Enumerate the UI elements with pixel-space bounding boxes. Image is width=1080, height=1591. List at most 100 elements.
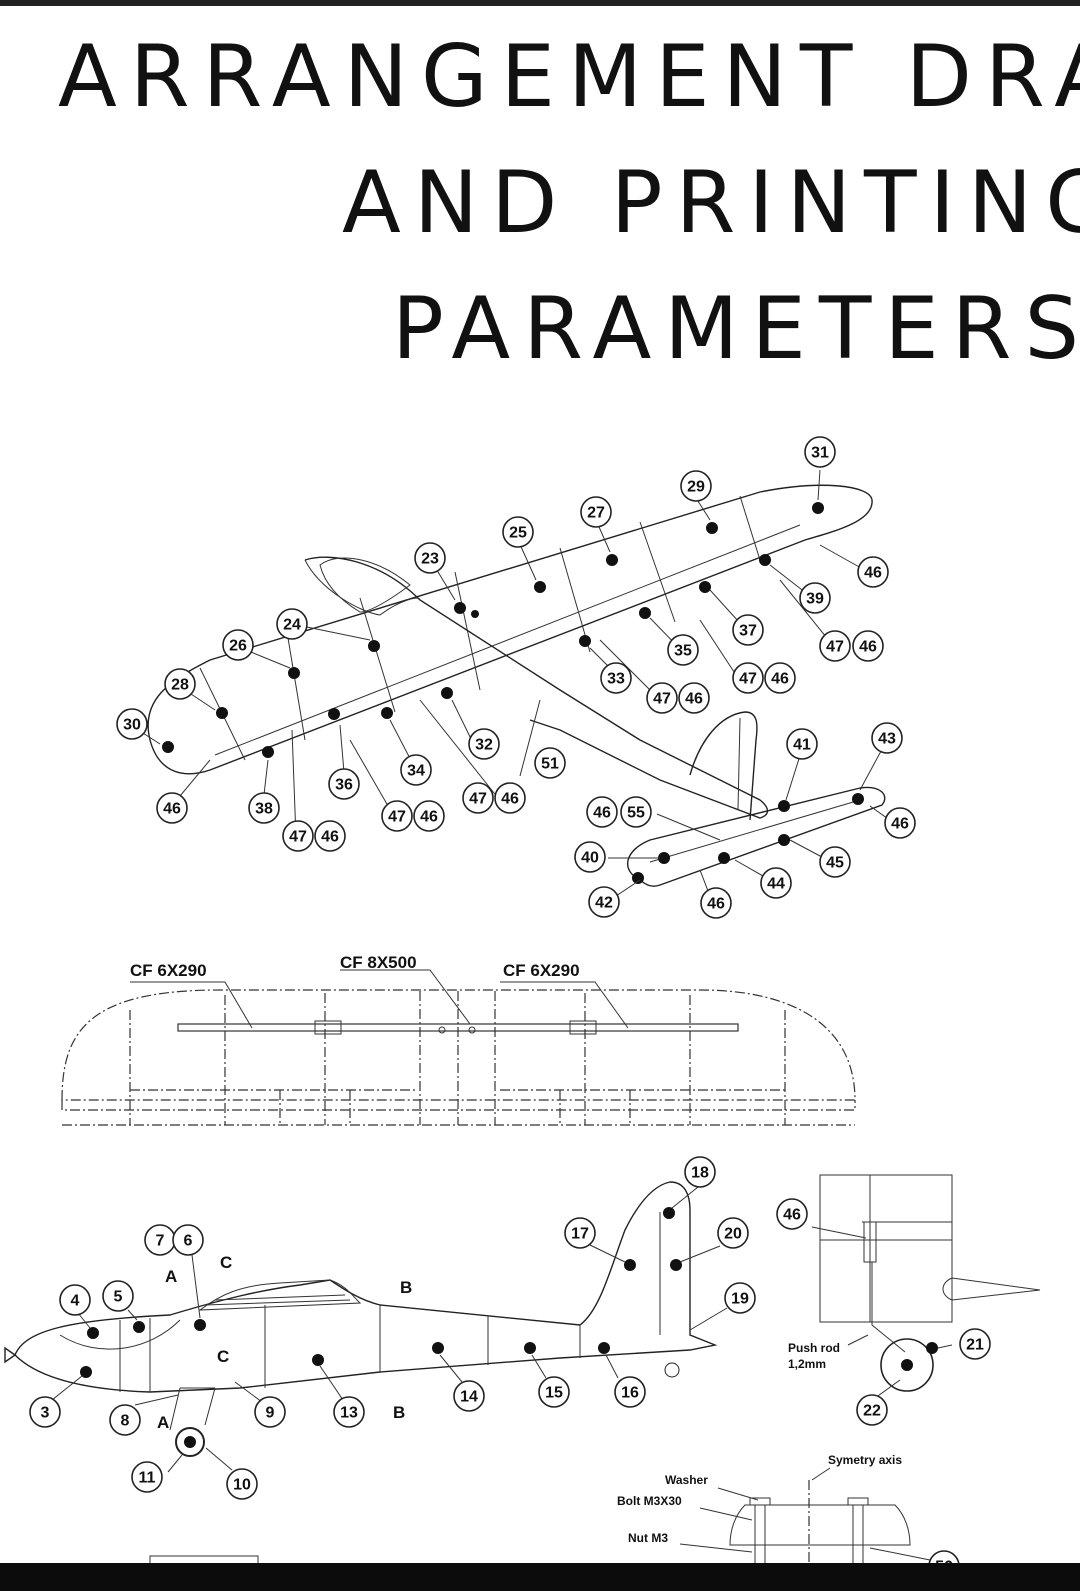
- callout-number: 9: [266, 1405, 275, 1422]
- callout-number: 26: [229, 638, 247, 655]
- callout-number: 44: [767, 876, 785, 893]
- wing-plan-view: CF 6X290 CF 8X500 CF 6X290: [61, 953, 856, 1126]
- callout-number: 55: [627, 805, 645, 822]
- iso-callout-51: 51: [534, 747, 566, 779]
- vertical-tail: [689, 711, 758, 821]
- iso-callout-40: 40: [574, 841, 606, 873]
- iso-callout-46: 46: [156, 792, 188, 824]
- title-line-3: PARAMETERS: [392, 279, 1080, 379]
- callout-number: 46: [593, 805, 611, 822]
- washer-label: Washer: [665, 1473, 708, 1487]
- section-b-bottom: B: [393, 1403, 405, 1422]
- callout-number: 24: [283, 617, 301, 634]
- section-c-mid: C: [217, 1347, 229, 1366]
- iso-callout-37: 37: [732, 614, 764, 646]
- callout-number: 31: [811, 445, 829, 462]
- iso-callout-26: 26: [222, 629, 254, 661]
- callout-number: 23: [421, 551, 439, 568]
- callout-number: 33: [607, 671, 625, 688]
- callout-number: 46: [783, 1207, 801, 1224]
- bottom-border: [0, 1563, 1080, 1591]
- callout-number: 13: [340, 1405, 358, 1422]
- mount-detail: Washer Bolt M3X30 Nut M3 Symetry axis: [149, 1453, 931, 1563]
- callout-number: 21: [966, 1337, 984, 1354]
- callout-number: 27: [587, 505, 605, 522]
- iso-callout-45: 45: [819, 846, 851, 878]
- iso-callout-46: 46: [764, 662, 796, 694]
- iso-callout-47: 47: [282, 820, 314, 852]
- side-callout-46: 46: [776, 1198, 808, 1230]
- iso-callout-29: 29: [680, 470, 712, 502]
- callout-number: 28: [171, 677, 189, 694]
- top-border: [0, 0, 1080, 6]
- iso-callout-47: 47: [646, 682, 678, 714]
- callout-number: 14: [460, 1389, 478, 1406]
- side-view: A C B C A B: [4, 1181, 728, 1473]
- side-callout-21: 21: [959, 1328, 991, 1360]
- side-callout-13: 13: [333, 1396, 365, 1428]
- iso-callout-34: 34: [400, 754, 432, 786]
- callout-number: 46: [420, 809, 438, 826]
- wing-plan-outline: [61, 989, 856, 1101]
- iso-callout-46: 46: [314, 820, 346, 852]
- callout-number: 51: [541, 756, 559, 773]
- side-callout-4: 4: [59, 1284, 91, 1316]
- side-callout-15: 15: [538, 1376, 570, 1408]
- side-callout-18: 18: [684, 1156, 716, 1188]
- callout-number: 37: [739, 623, 757, 640]
- callout-number: 47: [826, 639, 844, 656]
- side-callout-17: 17: [564, 1217, 596, 1249]
- horizontal-tail: [627, 786, 886, 887]
- iso-callout-28: 28: [164, 668, 196, 700]
- iso-callout-35: 35: [667, 634, 699, 666]
- iso-callout-41: 41: [786, 728, 818, 760]
- iso-callout-31: 31: [804, 436, 836, 468]
- callout-number: 42: [595, 895, 613, 912]
- callout-number: 3: [41, 1405, 50, 1422]
- callout-number: 46: [859, 639, 877, 656]
- side-callout-8: 8: [109, 1404, 141, 1436]
- callout-number: 18: [691, 1165, 709, 1182]
- iso-callout-47: 47: [819, 630, 851, 662]
- callout-number: 29: [687, 479, 705, 496]
- callout-number: 20: [724, 1226, 742, 1243]
- callout-number: 46: [321, 829, 339, 846]
- callout-number: 43: [878, 731, 896, 748]
- side-callout-5: 5: [102, 1280, 134, 1312]
- callout-number: 34: [407, 763, 425, 780]
- iso-callout-46: 46: [884, 807, 916, 839]
- iso-callout-23: 23: [414, 542, 446, 574]
- callout-number: 46: [891, 816, 909, 833]
- spar-label-left: CF 6X290: [130, 961, 207, 980]
- iso-callout-27: 27: [580, 496, 612, 528]
- side-callout-20: 20: [717, 1217, 749, 1249]
- callout-number: 8: [121, 1413, 130, 1430]
- callout-number: 32: [475, 737, 493, 754]
- callout-number: 7: [156, 1233, 165, 1250]
- isometric-view: [131, 469, 899, 905]
- callout-number: 46: [501, 791, 519, 808]
- callout-number: 40: [581, 850, 599, 867]
- callout-number: 41: [793, 737, 811, 754]
- section-b-top: B: [400, 1278, 412, 1297]
- iso-callout-46: 46: [857, 556, 889, 588]
- callout-number: 47: [388, 809, 406, 826]
- iso-callout-32: 32: [468, 728, 500, 760]
- callout-number: 47: [469, 791, 487, 808]
- callout-number: 39: [806, 591, 824, 608]
- callout-number: 46: [163, 801, 181, 818]
- spar-label-center: CF 8X500: [340, 953, 417, 972]
- callout-number: 46: [685, 691, 703, 708]
- nut-label: Nut M3: [628, 1531, 668, 1545]
- iso-callout-55: 55: [620, 796, 652, 828]
- iso-callout-46: 46: [678, 682, 710, 714]
- side-callout-14: 14: [453, 1380, 485, 1412]
- callout-number: 16: [621, 1385, 639, 1402]
- side-callout-6: 6: [172, 1224, 204, 1256]
- iso-callout-30: 30: [116, 708, 148, 740]
- callout-number: 6: [184, 1233, 193, 1250]
- callout-number: 11: [139, 1470, 156, 1487]
- callout-number: 47: [739, 671, 757, 688]
- side-callout-3: 3: [29, 1396, 61, 1428]
